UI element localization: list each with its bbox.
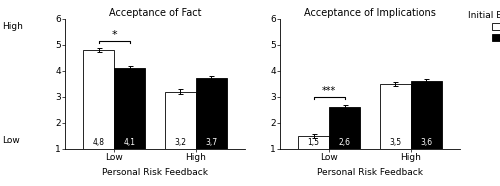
Bar (298, 136, 329, 149)
Text: 3,6: 3,6 (420, 138, 432, 147)
Bar (83, 50, 114, 149)
X-axis label: Personal Risk Feedback: Personal Risk Feedback (102, 168, 208, 177)
Bar (114, 68, 145, 149)
Text: 4,1: 4,1 (124, 138, 136, 147)
Bar (165, 92, 196, 149)
Title: Acceptance of Fact: Acceptance of Fact (109, 8, 201, 18)
Text: 3,7: 3,7 (206, 138, 218, 147)
X-axis label: Personal Risk Feedback: Personal Risk Feedback (317, 168, 423, 177)
Text: Low: Low (2, 136, 20, 145)
Text: 3,2: 3,2 (174, 138, 186, 147)
Bar (411, 81, 442, 149)
Text: 1,5: 1,5 (308, 138, 320, 147)
Text: 4,8: 4,8 (92, 138, 104, 147)
Text: *: * (112, 30, 117, 40)
Bar (196, 78, 227, 149)
Text: 3,5: 3,5 (390, 138, 402, 147)
Bar (380, 84, 411, 149)
Title: Acceptance of Implications: Acceptance of Implications (304, 8, 436, 18)
Text: 2,6: 2,6 (338, 138, 350, 147)
Bar (329, 107, 360, 149)
Legend: Low, High: Low, High (466, 10, 500, 44)
Text: ***: *** (322, 86, 336, 96)
Text: High: High (2, 22, 24, 31)
